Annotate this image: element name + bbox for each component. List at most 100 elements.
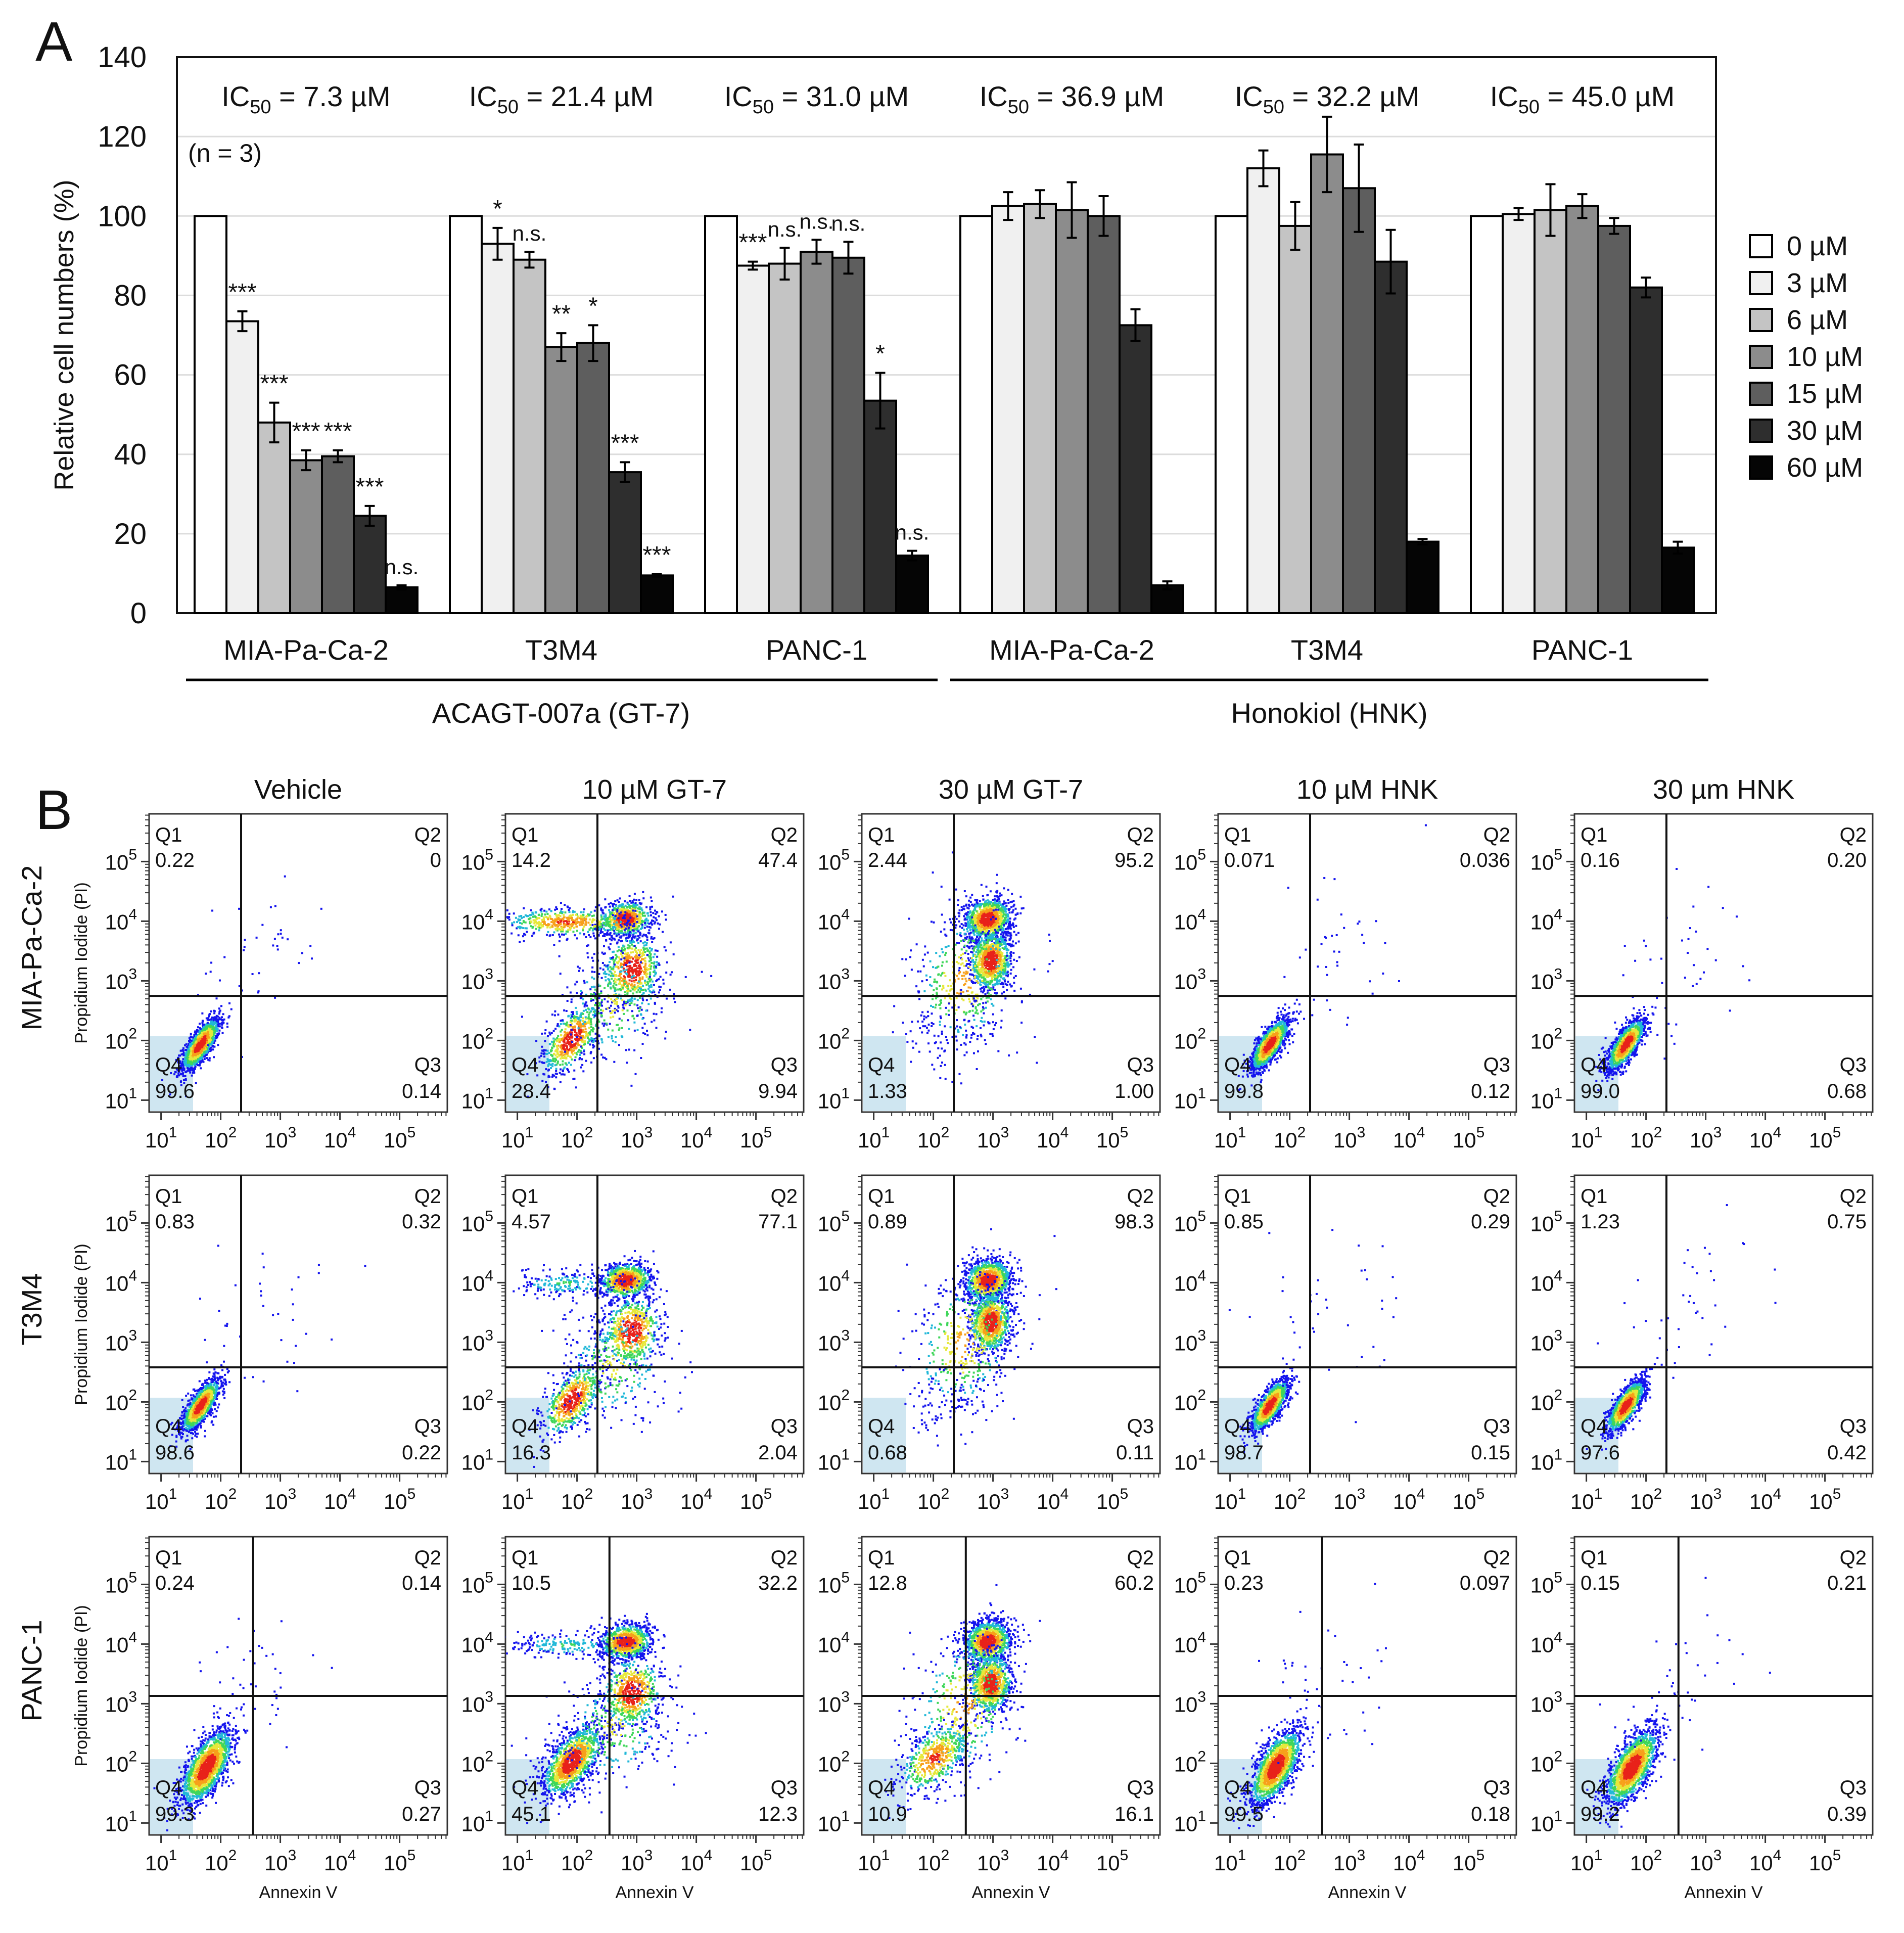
event-dot [621, 999, 624, 1001]
event-dot [212, 1019, 215, 1021]
event-dot [572, 1011, 574, 1014]
event-dot [547, 1060, 549, 1062]
event-dot [601, 1022, 604, 1025]
event-dot [626, 946, 629, 949]
event-dot [648, 980, 651, 983]
x-category-label: PANC-1 [766, 634, 867, 666]
event-dot [550, 910, 552, 912]
event-dot [226, 1026, 229, 1028]
event-dot [543, 1073, 546, 1076]
event-dot [625, 934, 628, 936]
event-dot [551, 1074, 554, 1076]
event-dot [655, 980, 658, 982]
tick-base: 10 [105, 1029, 129, 1053]
event-dot [570, 1056, 572, 1058]
event-dot [578, 917, 581, 919]
event-dot [580, 1038, 583, 1040]
event-dot [301, 952, 304, 954]
event-dot [540, 1054, 542, 1057]
event-dot [631, 941, 634, 943]
event-dot [1003, 902, 1006, 905]
event-dot [1012, 900, 1015, 902]
event-dot [538, 917, 541, 919]
event-dot [623, 968, 625, 970]
event-dot [565, 1023, 568, 1026]
event-dot [205, 1017, 208, 1020]
event-dot [636, 938, 639, 941]
event-dot [556, 1037, 559, 1039]
tick-exponent: 2 [585, 1124, 593, 1141]
event-dot [556, 929, 559, 932]
event-dot [633, 986, 636, 988]
event-dot [548, 924, 551, 926]
event-dot [673, 997, 675, 1000]
event-dot [636, 986, 639, 988]
event-dot [630, 998, 633, 1000]
event-dot [532, 913, 535, 915]
event-dot [566, 1046, 568, 1048]
event-dot [553, 931, 555, 934]
event-dot [552, 1060, 555, 1063]
event-dot [555, 1049, 558, 1051]
event-dot [561, 1055, 563, 1058]
y-tick-label: 105 [105, 846, 137, 874]
event-dot [644, 924, 646, 926]
event-dot [639, 916, 642, 919]
event-dot [616, 926, 618, 929]
event-dot [611, 929, 614, 931]
event-dot [189, 1065, 191, 1067]
event-dot [669, 974, 672, 976]
event-dot [198, 1046, 200, 1048]
event-dot [195, 1063, 198, 1066]
event-dot [603, 935, 606, 937]
quadrant-q4-value: 99.6 [155, 1080, 195, 1102]
event-dot [562, 1070, 564, 1073]
event-dot [612, 927, 614, 930]
event-dot [573, 927, 575, 929]
event-dot [611, 1001, 614, 1004]
event-dot [609, 913, 612, 915]
event-dot [638, 950, 641, 953]
event-dot [590, 986, 593, 988]
event-dot [981, 903, 984, 905]
event-dot [626, 959, 628, 962]
event-dot [618, 949, 621, 951]
ic50-value: = 45.0 µM [1540, 80, 1675, 112]
event-dot [588, 1040, 591, 1042]
event-dot [209, 1032, 211, 1034]
event-dot [574, 1028, 576, 1031]
event-dot [636, 915, 638, 917]
event-dot [634, 924, 637, 926]
event-dot [543, 1049, 545, 1051]
significance-label: n.s. [895, 521, 930, 544]
event-dot [567, 1036, 570, 1038]
event-dot [608, 933, 611, 936]
event-dot [564, 1066, 566, 1069]
quadrant-name: Q2 [414, 824, 441, 846]
event-dot [539, 924, 542, 926]
flow-plot: Q12.44Q295.2Q31.00Q41.331011011021021031… [818, 813, 1161, 1152]
event-dot [632, 925, 634, 928]
event-dot [617, 967, 620, 970]
event-dot [634, 907, 636, 909]
event-dot [606, 923, 609, 926]
event-dot [612, 985, 615, 987]
event-dot [211, 1022, 214, 1025]
event-dot [199, 1045, 201, 1048]
event-dot [582, 1009, 585, 1012]
event-dot [623, 917, 626, 919]
event-dot [576, 930, 578, 932]
event-dot [558, 940, 561, 943]
legend-label: 15 µM [1787, 379, 1863, 409]
event-dot [655, 919, 658, 922]
event-dot [213, 1031, 215, 1034]
event-dot [627, 910, 629, 912]
event-dot [546, 1049, 549, 1052]
event-dot [161, 1079, 164, 1081]
event-dot [609, 1023, 611, 1025]
event-dot [580, 1012, 583, 1015]
event-dot [203, 1055, 206, 1058]
event-dot [611, 1035, 613, 1037]
event-dot [620, 952, 623, 955]
event-dot [629, 913, 631, 916]
